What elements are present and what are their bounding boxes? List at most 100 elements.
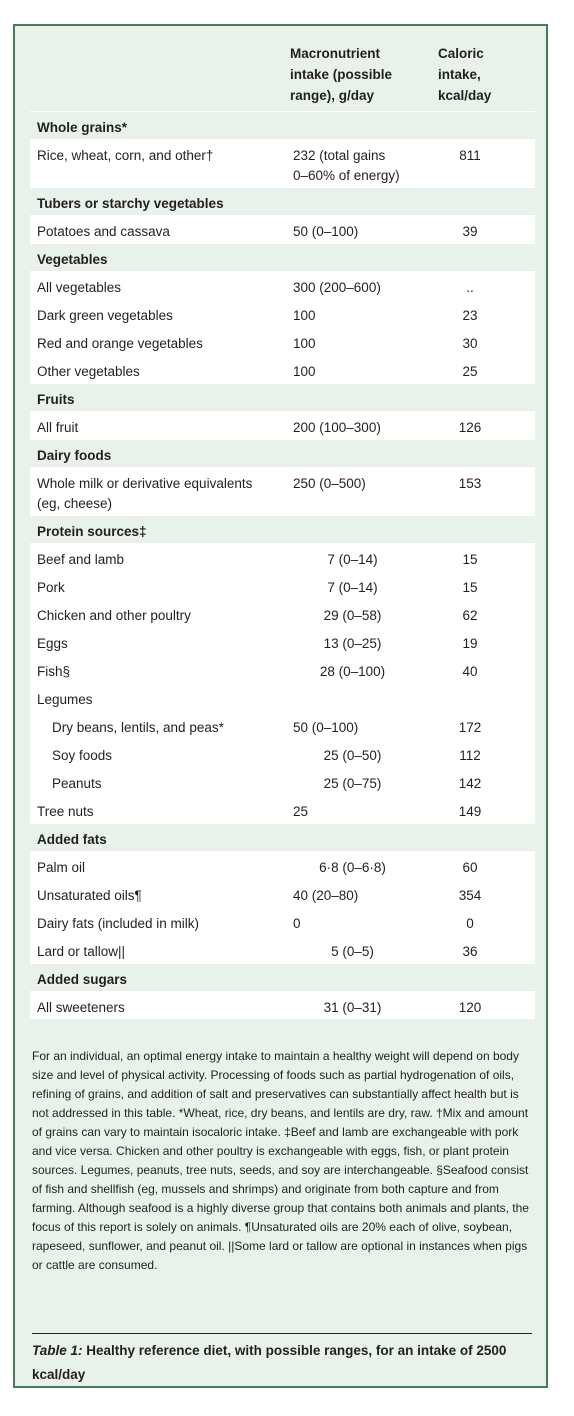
table-row: Dark green vegetables 100 23	[30, 299, 535, 327]
intake-value: 100	[293, 364, 316, 379]
header-macronutrient-intake: Macronutrient intake (possible range), g…	[290, 43, 420, 106]
table-row: Potatoes and cassava 50 (0–100) 39	[30, 215, 535, 243]
caption-label: Table 1:	[32, 1343, 83, 1358]
section-header-row: Vegetables	[30, 243, 535, 271]
header-col2-line1: Caloric	[438, 46, 484, 61]
table-row: Peanuts 25 (0–75) 142	[30, 767, 535, 795]
section-label: Tubers or starchy vegetables	[37, 196, 224, 211]
table-row: All vegetables 300 (200–600)..	[30, 271, 535, 299]
kcal-value: 126	[458, 420, 482, 435]
kcal-value: 25	[462, 364, 478, 379]
intake-value: 0	[293, 916, 301, 931]
header-caloric-intake: Caloric intake, kcal/day	[438, 43, 538, 106]
food-label: Soy foods	[52, 748, 113, 763]
table-row: Red and orange vegetables 100 30	[30, 327, 535, 355]
intake-value: 50 (0–100)	[293, 720, 359, 735]
kcal-value: 23	[462, 308, 478, 323]
intake-value-line: 232 (total gains	[293, 148, 386, 163]
section-header-row: Whole grains*	[30, 111, 535, 139]
food-label: All sweeteners	[37, 1000, 125, 1015]
table-row: Fish§ 28 (0–100) 40	[30, 655, 535, 683]
kcal-value: 40	[462, 664, 478, 679]
intake-value: 5 (0–5)	[331, 944, 374, 959]
food-label: Lard or tallow||	[37, 944, 126, 959]
intake-value: 200 (100–300)	[293, 420, 381, 435]
section-label: Whole grains*	[37, 120, 128, 135]
food-label: Chicken and other poultry	[37, 608, 191, 623]
table-row: Dry beans, lentils, and peas* 50 (0–100) 1…	[30, 711, 535, 739]
food-label: Rice, wheat, corn, and other†	[37, 148, 214, 163]
kcal-value: 354	[458, 888, 482, 903]
table-row: All sweeteners 31 (0–31) 120	[30, 991, 535, 1019]
section-header-row: Dairy foods	[30, 439, 535, 467]
kcal-value: 0	[466, 916, 474, 931]
intake-value: 100	[293, 308, 316, 323]
table-row: Tree nuts 25 149	[30, 795, 535, 823]
food-label: Whole milk or derivative equivalents (eg,…	[37, 474, 252, 514]
intake-value: 7 (0–14)	[327, 580, 378, 595]
caption-divider	[32, 1333, 532, 1334]
kcal-value: 149	[458, 804, 482, 819]
table-row: Soy foods 25 (0–50) 112	[30, 739, 535, 767]
intake-value: 50 (0–100)	[293, 224, 359, 239]
intake-value: 232 (total gains 0–60% of energy)	[293, 146, 400, 186]
header-col1-line1: Macronutrient	[290, 46, 381, 61]
kcal-value: 153	[458, 476, 482, 491]
intake-value: 100	[293, 336, 316, 351]
intake-value-line: 0–60% of energy)	[293, 168, 400, 183]
intake-value: 300 (200–600)	[293, 280, 381, 295]
food-label: Unsaturated oils¶	[37, 888, 142, 903]
table-row: Palm oil 6·8 (0–6·8) 60	[30, 851, 535, 879]
food-label: Potatoes and cassava	[37, 224, 170, 239]
intake-value: 28 (0–100)	[319, 664, 386, 679]
caption-text: Healthy reference diet, with possible ra…	[32, 1343, 507, 1382]
table-row: Lard or tallow|| 5 (0–5) 36	[30, 935, 535, 963]
section-label: Dairy foods	[37, 448, 112, 463]
section-label: Added sugars	[37, 972, 128, 987]
header-col1-line2: intake (possible	[290, 67, 393, 82]
section-label: Vegetables	[37, 252, 108, 267]
kcal-value: 39	[462, 224, 478, 239]
table-footnote: For an individual, an optimal energy int…	[32, 1049, 529, 1272]
header-col2-line2: intake,	[438, 67, 481, 82]
section-header-row: Added sugars	[30, 963, 535, 991]
food-label: Palm oil	[37, 860, 86, 875]
food-label: Dry beans, lentils, and peas*	[52, 720, 224, 735]
food-label: All fruit	[37, 420, 79, 435]
kcal-value: 19	[462, 636, 478, 651]
section-label: Added fats	[37, 832, 107, 847]
kcal-value: 120	[458, 1000, 482, 1015]
table-row: Beef and lamb 7 (0–14) 15	[30, 543, 535, 571]
kcal-value: 62	[462, 608, 478, 623]
table-body: Whole grains* Rice, wheat, corn, and othe…	[30, 111, 535, 1019]
table-row: Chicken and other poultry 29 (0–58) 62	[30, 599, 535, 627]
intake-value: 31 (0–31)	[323, 1000, 382, 1015]
table-row: Whole milk or derivative equivalents (eg,…	[30, 467, 535, 515]
intake-value: 7 (0–14)	[327, 552, 378, 567]
food-label: Other vegetables	[37, 364, 140, 379]
table-row: All fruit 200 (100–300) 126	[30, 411, 535, 439]
table-row: Other vegetables 100 25	[30, 355, 535, 383]
kcal-value: ..	[466, 280, 474, 295]
food-label: Red and orange vegetables	[37, 336, 203, 351]
table-row: Legumes	[30, 683, 535, 711]
table-caption: Table 1: Healthy reference diet, with po…	[32, 1339, 532, 1387]
intake-value: 25	[293, 804, 309, 819]
section-header-row: Fruits	[30, 383, 535, 411]
table-row: Unsaturated oils¶ 40 (20–80) 354	[30, 879, 535, 907]
table-frame: Macronutrient intake (possible range), g…	[13, 24, 548, 1388]
intake-value: 6·8 (0–6·8)	[319, 860, 386, 875]
kcal-value: 142	[458, 776, 482, 791]
header-col1-line3: range), g/day	[290, 88, 375, 103]
header-col2-line3: kcal/day	[438, 88, 492, 103]
kcal-value: 36	[462, 944, 478, 959]
intake-value: 13 (0–25)	[323, 636, 382, 651]
food-label: All vegetables	[37, 280, 122, 295]
food-label: Peanuts	[52, 776, 102, 791]
section-label: Protein sources‡	[37, 524, 147, 539]
intake-value: 250 (0–500)	[293, 476, 366, 491]
food-label-line: Whole milk or derivative equivalents	[37, 476, 253, 491]
table-row: Rice, wheat, corn, and other† 232 (total …	[30, 139, 535, 187]
food-label: Eggs	[37, 636, 68, 651]
food-label: Dark green vegetables	[37, 308, 173, 323]
